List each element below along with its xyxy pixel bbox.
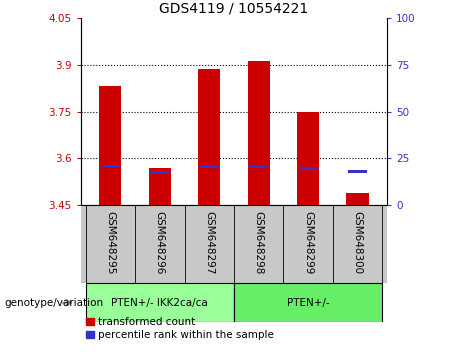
Bar xyxy=(348,170,367,173)
Text: GSM648298: GSM648298 xyxy=(254,211,264,274)
Legend: transformed count, percentile rank within the sample: transformed count, percentile rank withi… xyxy=(86,317,274,340)
Bar xyxy=(99,86,121,205)
Bar xyxy=(297,112,319,205)
Bar xyxy=(299,167,318,170)
Text: GSM648295: GSM648295 xyxy=(106,211,115,274)
Bar xyxy=(101,165,120,167)
Text: GSM648299: GSM648299 xyxy=(303,211,313,274)
Bar xyxy=(200,166,219,168)
Text: GSM648297: GSM648297 xyxy=(204,211,214,274)
Text: PTEN+/- IKK2ca/ca: PTEN+/- IKK2ca/ca xyxy=(112,298,208,308)
Bar xyxy=(347,193,369,205)
Bar xyxy=(148,168,171,205)
Bar xyxy=(248,62,270,205)
Text: PTEN+/-: PTEN+/- xyxy=(287,298,330,308)
FancyBboxPatch shape xyxy=(86,283,234,322)
Text: GSM648296: GSM648296 xyxy=(155,211,165,274)
Title: GDS4119 / 10554221: GDS4119 / 10554221 xyxy=(160,1,308,15)
Bar xyxy=(198,69,220,205)
Bar xyxy=(249,166,268,168)
Text: GSM648300: GSM648300 xyxy=(353,211,362,274)
Bar xyxy=(150,171,169,174)
Text: genotype/variation: genotype/variation xyxy=(5,298,104,308)
FancyBboxPatch shape xyxy=(234,283,382,322)
